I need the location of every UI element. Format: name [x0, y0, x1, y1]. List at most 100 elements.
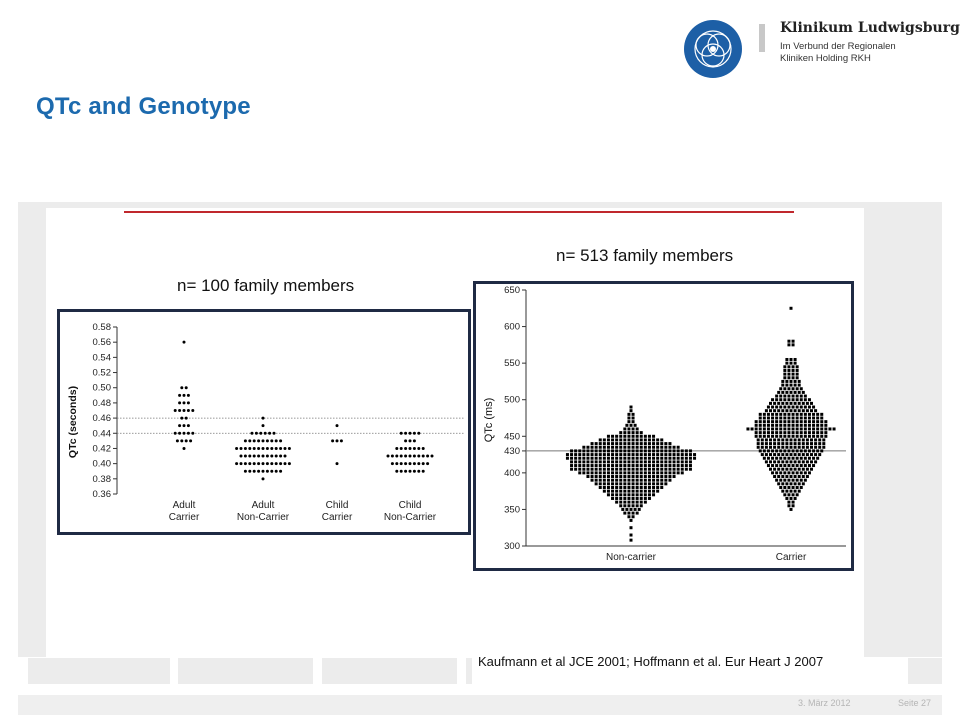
data-point — [783, 387, 787, 391]
data-point — [627, 460, 631, 464]
data-point — [594, 460, 598, 464]
data-point — [615, 478, 619, 482]
data-point — [791, 464, 795, 468]
data-point — [635, 478, 639, 482]
data-point — [793, 453, 797, 457]
data-point — [637, 507, 641, 511]
data-point — [647, 434, 651, 438]
data-point — [795, 485, 799, 489]
data-point — [787, 500, 791, 504]
data-point — [797, 438, 801, 442]
data-point — [243, 446, 247, 450]
data-point — [799, 434, 803, 438]
data-point — [766, 405, 770, 409]
frame-top — [18, 202, 942, 208]
data-point — [257, 439, 261, 443]
data-point — [639, 460, 643, 464]
data-point — [791, 387, 795, 391]
data-point — [762, 449, 766, 453]
data-point — [412, 446, 416, 450]
data-point — [274, 439, 278, 443]
data-point — [777, 467, 781, 471]
data-point — [257, 462, 261, 466]
data-point — [611, 442, 615, 446]
data-point — [633, 423, 637, 427]
data-point — [643, 464, 647, 468]
data-point — [412, 469, 416, 473]
x-category-label: Carrier — [169, 512, 200, 523]
data-point — [803, 398, 807, 402]
data-point — [421, 454, 425, 458]
data-point — [789, 489, 793, 493]
data-point — [335, 439, 339, 443]
data-point — [785, 489, 789, 493]
data-point — [787, 416, 791, 420]
data-point — [598, 475, 602, 479]
y-tick-label: 0.58 — [93, 322, 112, 333]
data-point — [180, 386, 184, 390]
data-point — [762, 423, 766, 427]
data-point — [816, 431, 820, 435]
data-point — [257, 469, 261, 473]
data-point — [807, 412, 811, 416]
data-point — [795, 434, 799, 438]
data-point — [590, 456, 594, 460]
data-point — [611, 460, 615, 464]
data-point — [779, 416, 783, 420]
data-point — [582, 467, 586, 471]
data-point — [627, 453, 631, 457]
data-point — [793, 489, 797, 493]
data-point — [660, 438, 664, 442]
data-point — [639, 489, 643, 493]
data-point — [635, 500, 639, 504]
data-point — [783, 434, 787, 438]
frame-right — [864, 202, 942, 657]
data-point — [785, 438, 789, 442]
data-point — [787, 423, 791, 427]
data-point — [598, 485, 602, 489]
data-point — [791, 449, 795, 453]
y-tick-label: 350 — [504, 504, 520, 515]
data-point — [656, 489, 660, 493]
data-point — [647, 482, 651, 486]
data-point — [602, 475, 606, 479]
data-point — [386, 454, 390, 458]
data-point — [635, 489, 639, 493]
data-point — [791, 416, 795, 420]
data-point — [795, 478, 799, 482]
data-point — [775, 416, 779, 420]
data-point — [623, 500, 627, 504]
data-point — [639, 478, 643, 482]
data-point — [769, 460, 772, 464]
data-point — [754, 427, 758, 431]
data-point — [243, 439, 247, 443]
data-point — [805, 442, 809, 446]
data-point — [799, 412, 803, 416]
data-point — [631, 420, 635, 424]
y-tick-label: 650 — [504, 285, 520, 296]
data-point — [793, 390, 797, 394]
data-point — [594, 482, 598, 486]
data-point — [779, 412, 783, 416]
data-point — [693, 456, 697, 460]
data-point — [760, 445, 764, 449]
data-point — [647, 464, 651, 468]
data-point — [812, 412, 816, 416]
data-point — [814, 445, 818, 449]
data-point — [586, 449, 590, 453]
footer-strip — [466, 658, 472, 684]
data-point — [594, 442, 598, 446]
data-point — [773, 460, 777, 464]
data-point — [660, 475, 664, 479]
y-tick-label: 430 — [504, 446, 520, 457]
data-point — [812, 416, 816, 420]
data-point — [793, 475, 797, 479]
data-point — [652, 453, 656, 457]
data-point — [758, 423, 762, 427]
data-point — [803, 416, 807, 420]
data-point — [816, 434, 820, 438]
data-point — [810, 409, 813, 413]
data-point — [182, 409, 186, 412]
data-point — [664, 478, 668, 482]
data-point — [652, 471, 656, 475]
